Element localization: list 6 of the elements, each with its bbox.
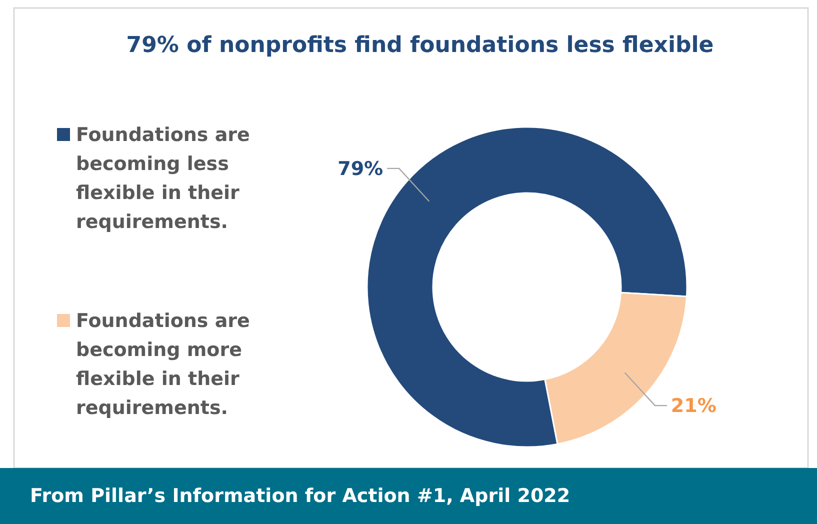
legend-label: Foundations are becoming more flexible in their requirements. <box>76 310 250 419</box>
legend-label: Foundations are becoming less flexible in their requirements. <box>76 124 250 233</box>
chart-title: 79% of nonprofits find foundations less flexible <box>126 33 714 58</box>
data-label: 21% <box>670 395 716 418</box>
text: From Pillar’s Information for Action #1, April 2022 <box>30 485 570 507</box>
data-label: 79% <box>338 158 384 180</box>
